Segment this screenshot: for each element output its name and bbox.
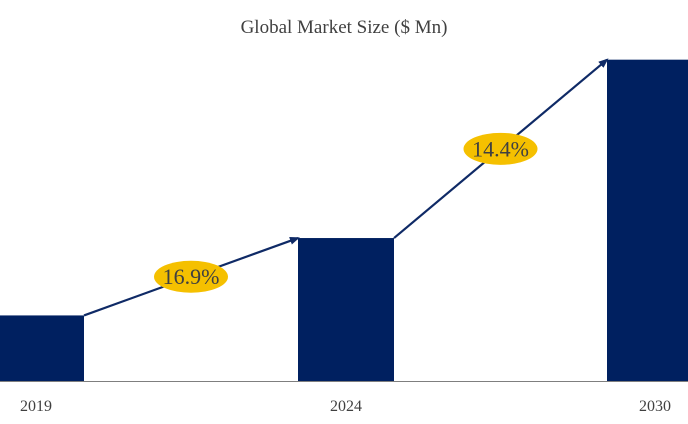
cagr-badge <box>463 132 538 165</box>
chart-title: Global Market Size ($ Mn) <box>240 17 448 38</box>
cagr-label: 14.4% <box>472 136 529 161</box>
x-tick-label: 2030 <box>639 398 671 415</box>
cagr-label: 16.9% <box>163 264 220 289</box>
bar-2024 <box>298 238 394 381</box>
x-tick-label: 2024 <box>330 398 362 415</box>
cagr-badge <box>154 260 228 293</box>
bars-layer <box>0 59 688 382</box>
labels-layer: 2019 2024 2030 <box>20 398 671 415</box>
x-tick-label: 2019 <box>20 398 52 415</box>
arrows-layer: 16.9% 14.4% <box>83 58 609 317</box>
bar-2019 <box>0 315 84 381</box>
bar-2030 <box>607 59 688 382</box>
